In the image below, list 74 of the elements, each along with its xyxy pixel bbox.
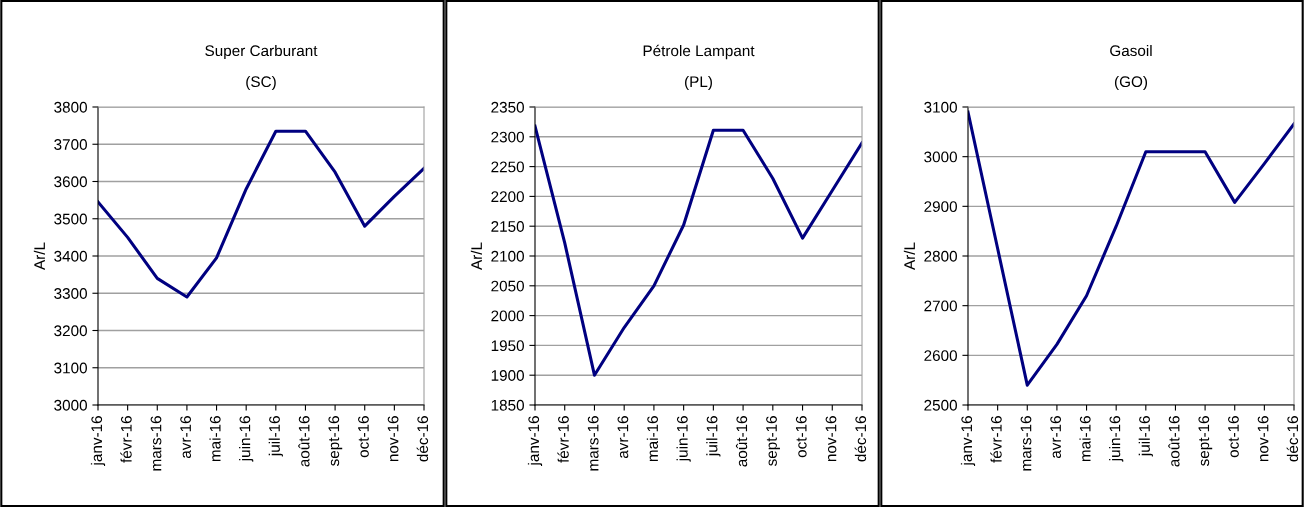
y-tick-label: 3400 bbox=[54, 250, 87, 262]
x-tick-label: juin-16 bbox=[1109, 416, 1124, 462]
y-tick-label: 2900 bbox=[924, 201, 957, 213]
y-tick-label: 3000 bbox=[924, 151, 957, 163]
x-tick-label: juil-16 bbox=[1138, 416, 1153, 457]
chart-subtitle: (GO) bbox=[1114, 75, 1148, 91]
line-series bbox=[535, 124, 862, 377]
x-tick-label: mars-16 bbox=[1020, 416, 1032, 471]
y-tick-label: 2700 bbox=[924, 300, 957, 312]
x-tick-label: oct-16 bbox=[1228, 416, 1239, 458]
x-tick-label: sept-16 bbox=[328, 416, 343, 466]
chart-title: Pétrole Lampant bbox=[643, 44, 755, 60]
chart-title: Gasoil bbox=[1110, 44, 1152, 57]
x-tick-label: sept-16 bbox=[766, 416, 780, 466]
x-tick-label: août-16 bbox=[298, 416, 310, 467]
x-tick-label: août-16 bbox=[1168, 416, 1180, 467]
x-tick-label: mai-16 bbox=[646, 416, 659, 462]
y-tick-label: 3800 bbox=[54, 101, 87, 113]
x-tick-label: nov-16 bbox=[1257, 416, 1269, 462]
x-tick-label: janv-16 bbox=[960, 416, 976, 466]
x-tick-label: févr-16 bbox=[120, 416, 132, 463]
x-tick-label: avr-16 bbox=[617, 416, 629, 459]
y-tick-label: 3700 bbox=[54, 139, 87, 150]
y-tick-label: 2150 bbox=[491, 221, 524, 232]
x-tick-label: mai-16 bbox=[209, 416, 221, 462]
x-tick-label: juil-16 bbox=[706, 416, 721, 457]
x-tick-label: avr-16 bbox=[180, 416, 192, 459]
y-tick-label: 2100 bbox=[491, 250, 524, 262]
x-tick-label: mars-16 bbox=[150, 416, 162, 471]
y-tick-label: 2300 bbox=[491, 131, 524, 143]
y-tick-label: 2200 bbox=[491, 191, 524, 203]
y-axis-title: Ar/L bbox=[470, 242, 483, 270]
y-tick-label: 2800 bbox=[924, 250, 957, 262]
y-tick-label: 2600 bbox=[924, 350, 957, 362]
y-tick-label: 3200 bbox=[54, 325, 87, 337]
y-tick-label: 2350 bbox=[491, 101, 524, 113]
x-tick-label: juil-16 bbox=[268, 416, 283, 457]
y-tick-label: 2250 bbox=[491, 161, 524, 173]
y-tick-label: 3300 bbox=[54, 288, 87, 299]
x-tick-label: oct-16 bbox=[795, 416, 807, 458]
x-tick-label: août-16 bbox=[735, 416, 748, 467]
x-tick-label: nov-16 bbox=[387, 416, 399, 462]
y-tick-label: 3100 bbox=[924, 101, 957, 113]
y-tick-label: 3100 bbox=[54, 362, 87, 374]
x-tick-label: mars-16 bbox=[587, 416, 599, 471]
x-tick-label: avr-16 bbox=[1050, 416, 1062, 459]
x-tick-label: nov-16 bbox=[825, 416, 837, 462]
y-tick-label: 2000 bbox=[491, 310, 524, 322]
x-tick-label: déc-16 bbox=[1286, 416, 1299, 462]
y-tick-label: 1850 bbox=[491, 399, 524, 411]
x-tick-label: déc-16 bbox=[416, 416, 429, 462]
y-tick-label: 3600 bbox=[54, 176, 87, 188]
x-tick-label: sept-16 bbox=[1198, 416, 1213, 466]
x-tick-label: oct-16 bbox=[358, 416, 369, 458]
y-tick-label: 3500 bbox=[54, 213, 87, 225]
y-axis-title: Ar/L bbox=[903, 242, 916, 270]
x-tick-label: juin-16 bbox=[239, 416, 254, 462]
chart-subtitle: (PL) bbox=[685, 75, 712, 91]
chart-subtitle: (SC) bbox=[246, 75, 276, 91]
x-tick-label: janv-16 bbox=[527, 416, 543, 466]
x-tick-label: mai-16 bbox=[1079, 416, 1091, 462]
line-series bbox=[98, 129, 424, 299]
y-tick-label: 2050 bbox=[491, 280, 524, 292]
x-tick-label: déc-16 bbox=[854, 416, 867, 462]
y-axis-title: Ar/L bbox=[33, 242, 46, 270]
y-tick-label: 1950 bbox=[491, 340, 524, 352]
y-tick-label: 1900 bbox=[491, 370, 524, 381]
y-tick-label: 3000 bbox=[54, 399, 87, 411]
x-tick-label: juin-16 bbox=[676, 416, 691, 462]
x-tick-label: févr-16 bbox=[990, 416, 1002, 463]
y-tick-label: 2500 bbox=[924, 399, 957, 411]
chart-title: Super Carburant bbox=[205, 44, 318, 60]
x-tick-label: janv-16 bbox=[90, 416, 106, 466]
x-tick-label: févr-16 bbox=[557, 416, 569, 463]
